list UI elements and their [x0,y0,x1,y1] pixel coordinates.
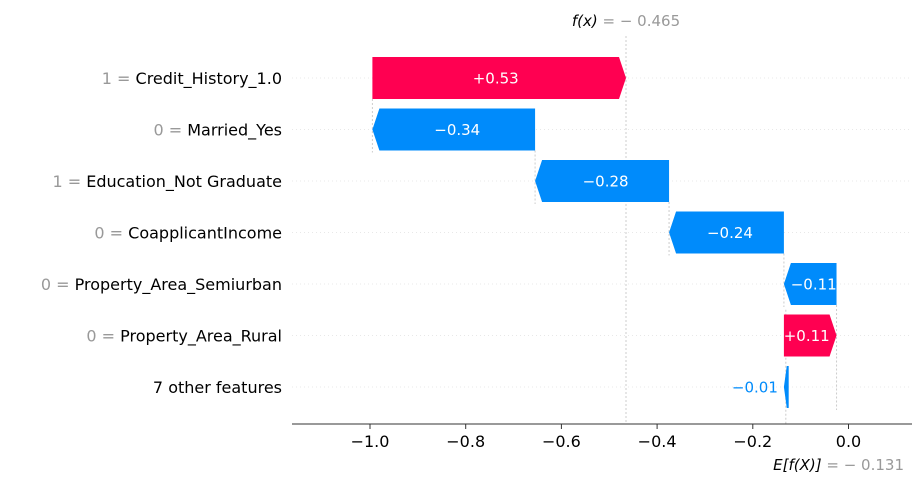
x-tick-label: 0.0 [836,432,861,451]
feature-name: CoapplicantIncome [128,224,282,243]
efx-label: E[f(X)] [773,456,822,474]
bar-value-label: −0.28 [583,173,629,191]
feature-label: 1 = Credit_History_1.0 [102,69,282,89]
feature-label: 7 other features [153,378,282,397]
bar-negative [783,366,789,408]
x-tick-label: −0.8 [446,432,485,451]
feature-name: Property_Area_Rural [120,327,282,347]
bar-negative [783,263,837,305]
feature-label: 1 = Education_Not Graduate [52,172,282,192]
feature-name: Credit_History_1.0 [136,69,282,89]
feature-name: 7 other features [153,378,282,397]
bar-positive [372,57,626,99]
x-tick-label: −0.2 [733,432,772,451]
feature-value: 0 = [41,275,75,294]
feature-label: 0 = Property_Area_Semiurban [41,275,282,295]
bar-value-label: −0.24 [707,224,753,242]
feature-value: 0 = [153,121,187,140]
efx-value: = − 0.131 [822,456,904,474]
x-tick-label: −0.4 [638,432,677,451]
bar-negative [372,108,536,151]
bar-negative [535,160,670,202]
fx-annotation: f(x) = − 0.465 [572,12,680,30]
fx-value: = − 0.465 [598,12,680,30]
feature-label: 0 = Married_Yes [153,121,282,141]
bar-value-label: −0.01 [732,379,778,397]
feature-label: 0 = Property_Area_Rural [86,327,282,347]
bar-value-label: −0.11 [791,276,837,294]
x-tick-label: −1.0 [351,432,390,451]
bar-value-label: +0.53 [473,70,519,88]
x-tick-label: −0.6 [542,432,581,451]
feature-name: Property_Area_Semiurban [75,275,282,295]
feature-label: 0 = CoapplicantIncome [94,224,282,243]
feature-value: 0 = [86,327,120,346]
feature-name: Education_Not Graduate [86,172,282,192]
efx-annotation: E[f(X)] = − 0.131 [773,456,904,474]
feature-value: 0 = [94,224,128,243]
feature-value: 1 = [52,172,86,191]
feature-name: Married_Yes [187,121,282,141]
fx-label: f(x) [572,12,598,30]
bar-negative [669,211,784,254]
bar-value-label: −0.34 [434,121,480,139]
feature-value: 1 = [102,69,136,88]
bar-positive [783,314,837,357]
bar-value-label: +0.11 [784,327,830,345]
